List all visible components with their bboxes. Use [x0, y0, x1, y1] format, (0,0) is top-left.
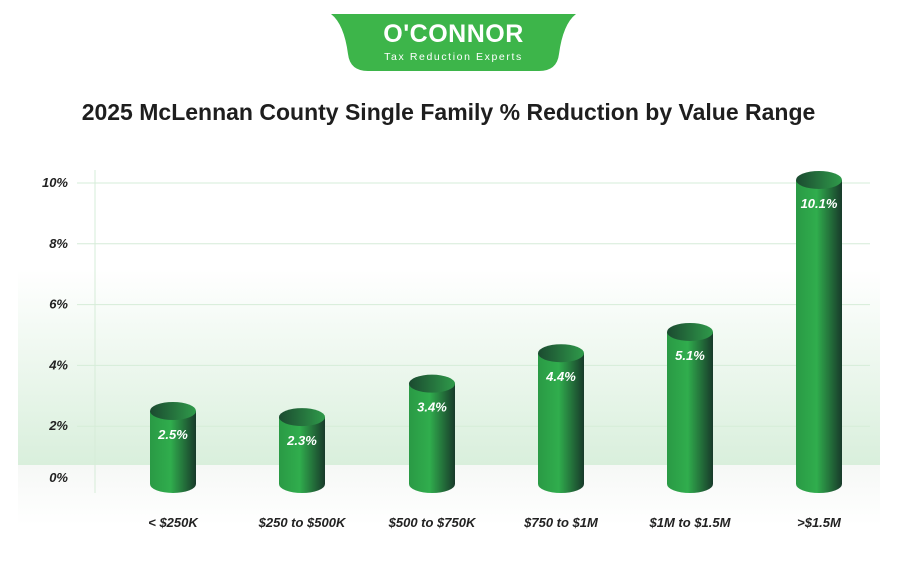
bar-1: 2.3%	[279, 408, 325, 493]
x-tick-label: < $250K	[148, 515, 199, 530]
bar-top	[538, 344, 584, 363]
bar-top	[667, 322, 713, 341]
y-tick-label: 6%	[49, 297, 68, 312]
bar-2: 3.4%	[409, 374, 455, 493]
logo-name: O'CONNOR	[383, 20, 524, 48]
data-label: 4.4%	[545, 369, 576, 384]
bar-top	[796, 170, 842, 189]
data-label: 3.4%	[417, 400, 447, 415]
y-tick-label: 10%	[42, 175, 68, 190]
bar-body	[538, 353, 584, 493]
x-tick-label: $1M to $1.5M	[649, 515, 732, 530]
x-tick-label: $750 to $1M	[523, 515, 599, 530]
bar-body	[279, 417, 325, 493]
chart-title: 2025 McLennan County Single Family % Red…	[81, 99, 816, 125]
bar-body	[667, 331, 713, 493]
logo-tagline: Tax Reduction Experts	[384, 51, 523, 63]
data-label: 2.3%	[286, 433, 317, 448]
bar-5: 10.1%	[796, 170, 842, 493]
x-tick-label: >$1.5M	[797, 515, 842, 530]
data-label: 5.1%	[675, 348, 705, 363]
x-tick-label: $500 to $750K	[388, 515, 477, 530]
oconnor-logo: O'CONNOR Tax Reduction Experts	[331, 14, 576, 71]
bar-top	[279, 408, 325, 427]
x-tick-label: $250 to $500K	[258, 515, 347, 530]
data-label: 2.5%	[157, 427, 188, 442]
bar-top	[409, 374, 455, 393]
y-tick-label: 4%	[48, 357, 68, 372]
data-label: 10.1%	[801, 196, 838, 211]
bar-body	[150, 411, 196, 493]
y-tick-label: 0%	[49, 470, 68, 485]
y-tick-label: 2%	[48, 418, 68, 433]
bar-3: 4.4%	[538, 344, 584, 493]
bar-body	[796, 179, 842, 493]
bar-0: 2.5%	[150, 402, 196, 493]
bar-4: 5.1%	[667, 322, 713, 493]
bar-body	[409, 383, 455, 493]
y-tick-label: 8%	[49, 236, 68, 251]
bar-top	[150, 402, 196, 420]
